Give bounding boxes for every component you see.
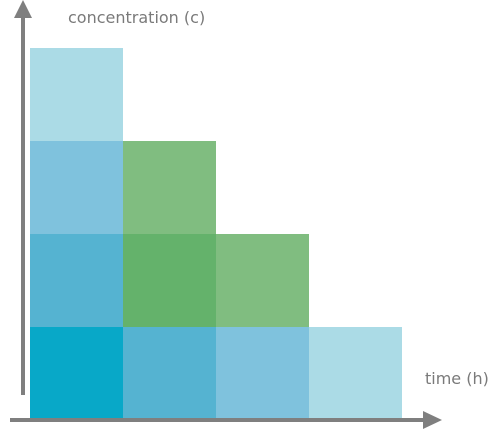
cell-r3-c1 — [30, 141, 123, 234]
cell-r4-c1 — [30, 48, 123, 141]
x-axis-label: time (h) — [425, 369, 489, 388]
y-axis — [14, 0, 32, 395]
cell-r2-c2 — [123, 234, 216, 327]
cell-r1-c1 — [30, 327, 123, 420]
cell-r2-c1 — [30, 234, 123, 327]
x-axis — [10, 411, 442, 429]
y-axis-label: concentration (c) — [68, 8, 205, 27]
cell-r1-c4 — [309, 327, 402, 420]
cell-r2-c3 — [216, 234, 309, 327]
cell-r1-c2 — [123, 327, 216, 420]
cell-r1-c3 — [216, 327, 309, 420]
x-axis-arrowhead — [423, 411, 442, 429]
cell-r3-c2 — [123, 141, 216, 234]
y-axis-arrowhead — [14, 0, 32, 18]
staircase-cells — [30, 48, 402, 420]
